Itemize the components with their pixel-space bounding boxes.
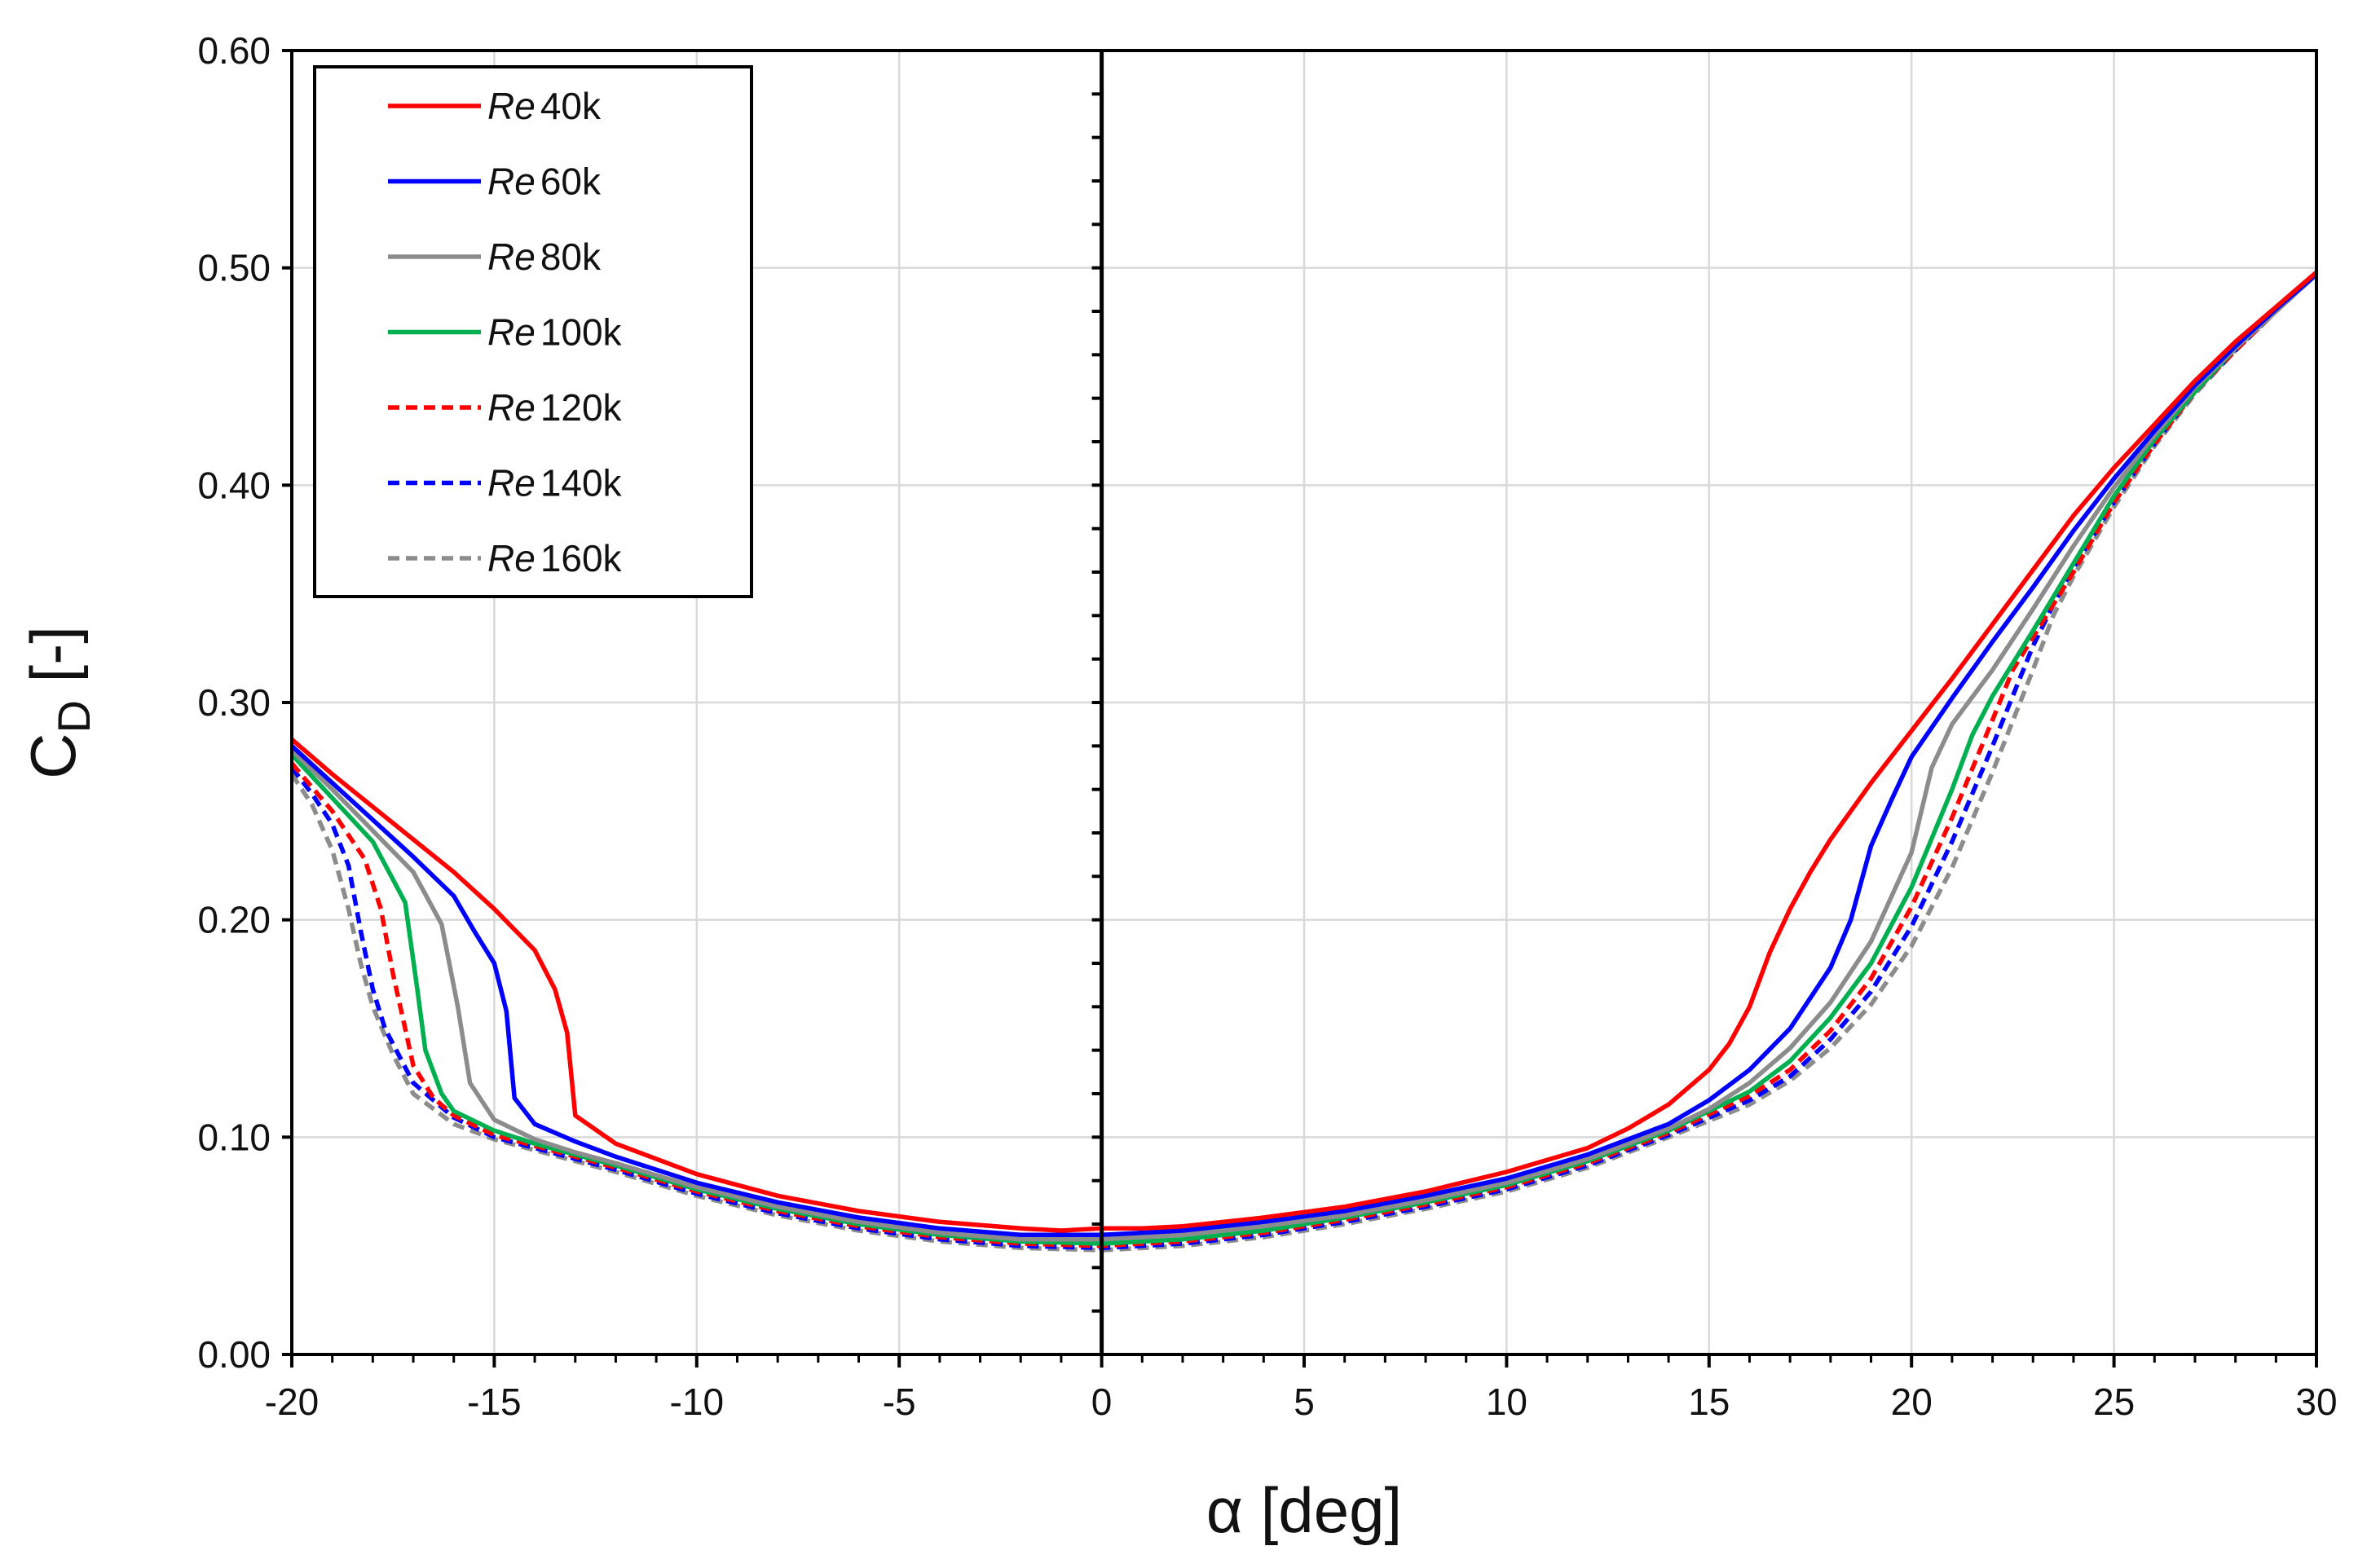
legend-label-re: Re: [487, 236, 536, 278]
x-axis-title: α [deg]: [1206, 1474, 1402, 1546]
series-layer: [289, 270, 2318, 1253]
legend-label-value: 120k: [540, 386, 623, 429]
legend-label: Re 140k: [487, 462, 623, 504]
x-tick-label: 5: [1294, 1381, 1315, 1423]
y-axis: 0.00 0.10 0.20 0.30 0.40 0.50 0.60: [197, 29, 292, 1376]
x-tick-label: -15: [467, 1381, 521, 1423]
y-tick-label: 0.00: [197, 1333, 271, 1376]
zero-axis: [1091, 49, 1104, 1356]
y-axis-title-subscript: D: [48, 700, 99, 733]
legend-label-value: 40k: [540, 85, 602, 127]
legend-label: Re 40k: [487, 85, 602, 127]
series-line-80k: [290, 272, 2318, 1242]
legend-label-re: Re: [487, 386, 536, 429]
legend-label-value: 160k: [540, 537, 623, 579]
legend-label: Re 60k: [487, 161, 602, 203]
legend-label-re: Re: [487, 311, 536, 354]
gridlines: [292, 51, 2316, 1354]
legend-label: Re 120k: [487, 386, 623, 429]
legend-label: Re 80k: [487, 236, 602, 278]
y-tick-label: 0.10: [197, 1116, 271, 1158]
legend-label-value: 80k: [540, 236, 602, 278]
x-tick-label: 25: [2093, 1381, 2135, 1423]
legend-label-value: 60k: [540, 161, 602, 203]
legend-label: Re 100k: [487, 311, 623, 354]
legend-box: [313, 65, 753, 598]
y-axis-title-main: C: [17, 733, 89, 779]
y-axis-title-unit: [-]: [17, 626, 89, 700]
y-tick-label: 0.30: [197, 681, 271, 724]
y-axis-title: CD [-]: [17, 626, 99, 779]
legend-label-re: Re: [487, 462, 536, 504]
y-tick-label: 0.20: [197, 899, 271, 941]
x-tick-label: 0: [1091, 1381, 1113, 1423]
x-axis: -20 -15 -10 -5 0 5 10 15 20 25 30: [265, 1354, 2338, 1423]
y-tick-label: 0.40: [197, 464, 271, 506]
legend-label-re: Re: [487, 85, 536, 127]
y-tick-label: 0.50: [197, 247, 271, 289]
series-line-60k: [290, 272, 2318, 1238]
x-tick-label: -20: [265, 1381, 319, 1423]
y-tick-label: 0.60: [197, 29, 271, 72]
legend-label-re: Re: [487, 161, 536, 203]
legend-label-value: 140k: [540, 462, 623, 504]
x-tick-label: -10: [670, 1381, 724, 1423]
x-tick-label: -5: [883, 1381, 916, 1423]
legend-label-value: 100k: [540, 311, 623, 354]
x-tick-label: 20: [1891, 1381, 1933, 1423]
legend-label: Re 160k: [487, 537, 623, 579]
series-line-40k: [290, 270, 2318, 1233]
x-tick-label: 30: [2295, 1381, 2337, 1423]
legend-label-re: Re: [487, 537, 536, 579]
x-tick-label: 15: [1688, 1381, 1730, 1423]
x-tick-label: 10: [1486, 1381, 1527, 1423]
